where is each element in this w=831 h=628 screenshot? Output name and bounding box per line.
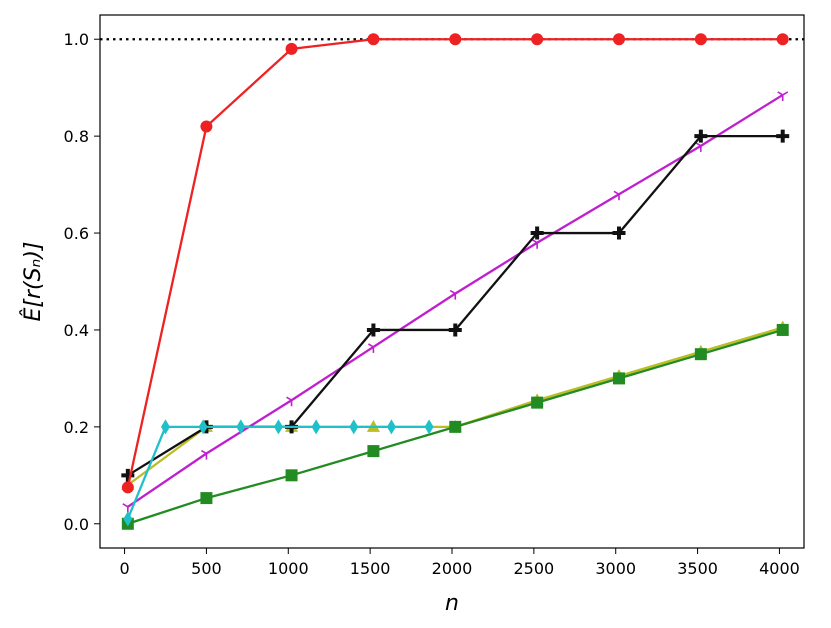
- x-tick-label: 0: [119, 559, 129, 578]
- data-point: [612, 226, 626, 240]
- data-point: [694, 129, 708, 143]
- data-point: [694, 348, 707, 361]
- data-point: [612, 33, 625, 46]
- x-tick-label: 3000: [595, 559, 636, 578]
- x-tick-label: 4000: [759, 559, 800, 578]
- series-5: [123, 419, 434, 527]
- y-tick-label: 0.2: [64, 418, 89, 437]
- x-tick-label: 2000: [432, 559, 473, 578]
- data-point: [695, 142, 707, 152]
- x-tick-label: 3500: [677, 559, 718, 578]
- y-tick-label: 0.0: [64, 515, 89, 534]
- x-axis-label: n: [445, 591, 459, 616]
- data-point: [123, 511, 133, 527]
- data-point: [449, 420, 462, 433]
- data-point: [367, 33, 380, 46]
- data-point: [236, 419, 246, 435]
- data-point: [200, 120, 213, 133]
- x-tick-label: 1000: [268, 559, 309, 578]
- series-line: [127, 326, 784, 486]
- data-point: [449, 33, 462, 46]
- series-0: [121, 320, 790, 491]
- data-point: [121, 468, 135, 482]
- y-tick-label: 0.6: [64, 224, 89, 243]
- data-point: [449, 289, 461, 300]
- x-tick-label: 500: [191, 559, 222, 578]
- y-tick-label: 0.8: [64, 127, 89, 146]
- y-axis-label: Ê[r(Sₙ)]: [20, 241, 46, 321]
- data-point: [448, 323, 462, 337]
- x-tick-label: 2500: [514, 559, 555, 578]
- data-point: [530, 226, 544, 240]
- data-point: [349, 419, 359, 435]
- data-point: [776, 323, 789, 336]
- data-point: [160, 419, 170, 435]
- data-point: [386, 419, 396, 435]
- x-tick-label: 1500: [350, 559, 391, 578]
- plot-frame: [99, 14, 805, 549]
- data-point: [201, 449, 212, 460]
- data-point: [273, 419, 283, 435]
- x-axis-ticks: 0 500 1000 1500 2000 2500 3000 3500 4000: [119, 548, 800, 578]
- data-point: [776, 129, 790, 143]
- data-point: [424, 419, 434, 435]
- data-point: [368, 343, 379, 353]
- data-point: [367, 445, 380, 458]
- data-point: [613, 190, 625, 201]
- data-point: [198, 419, 208, 435]
- data-point: [777, 91, 789, 101]
- y-axis-ticks: 0.0 0.2 0.4 0.6 0.8 1.0: [64, 30, 100, 534]
- series-layer: [121, 33, 790, 530]
- data-point: [285, 469, 298, 482]
- data-point: [612, 372, 625, 385]
- y-tick-label: 1.0: [64, 30, 89, 49]
- data-point: [200, 492, 213, 505]
- data-point: [531, 33, 544, 46]
- data-point: [285, 42, 298, 55]
- series-4: [121, 33, 789, 494]
- data-point: [776, 33, 789, 46]
- data-point: [694, 33, 707, 46]
- data-point: [531, 239, 543, 249]
- data-point: [531, 396, 544, 409]
- y-tick-label: 0.4: [64, 321, 89, 340]
- data-point: [286, 396, 297, 407]
- data-point: [366, 323, 380, 337]
- series-line: [126, 425, 430, 520]
- data-point: [121, 481, 134, 494]
- series-2: [122, 91, 789, 513]
- data-point: [311, 419, 321, 435]
